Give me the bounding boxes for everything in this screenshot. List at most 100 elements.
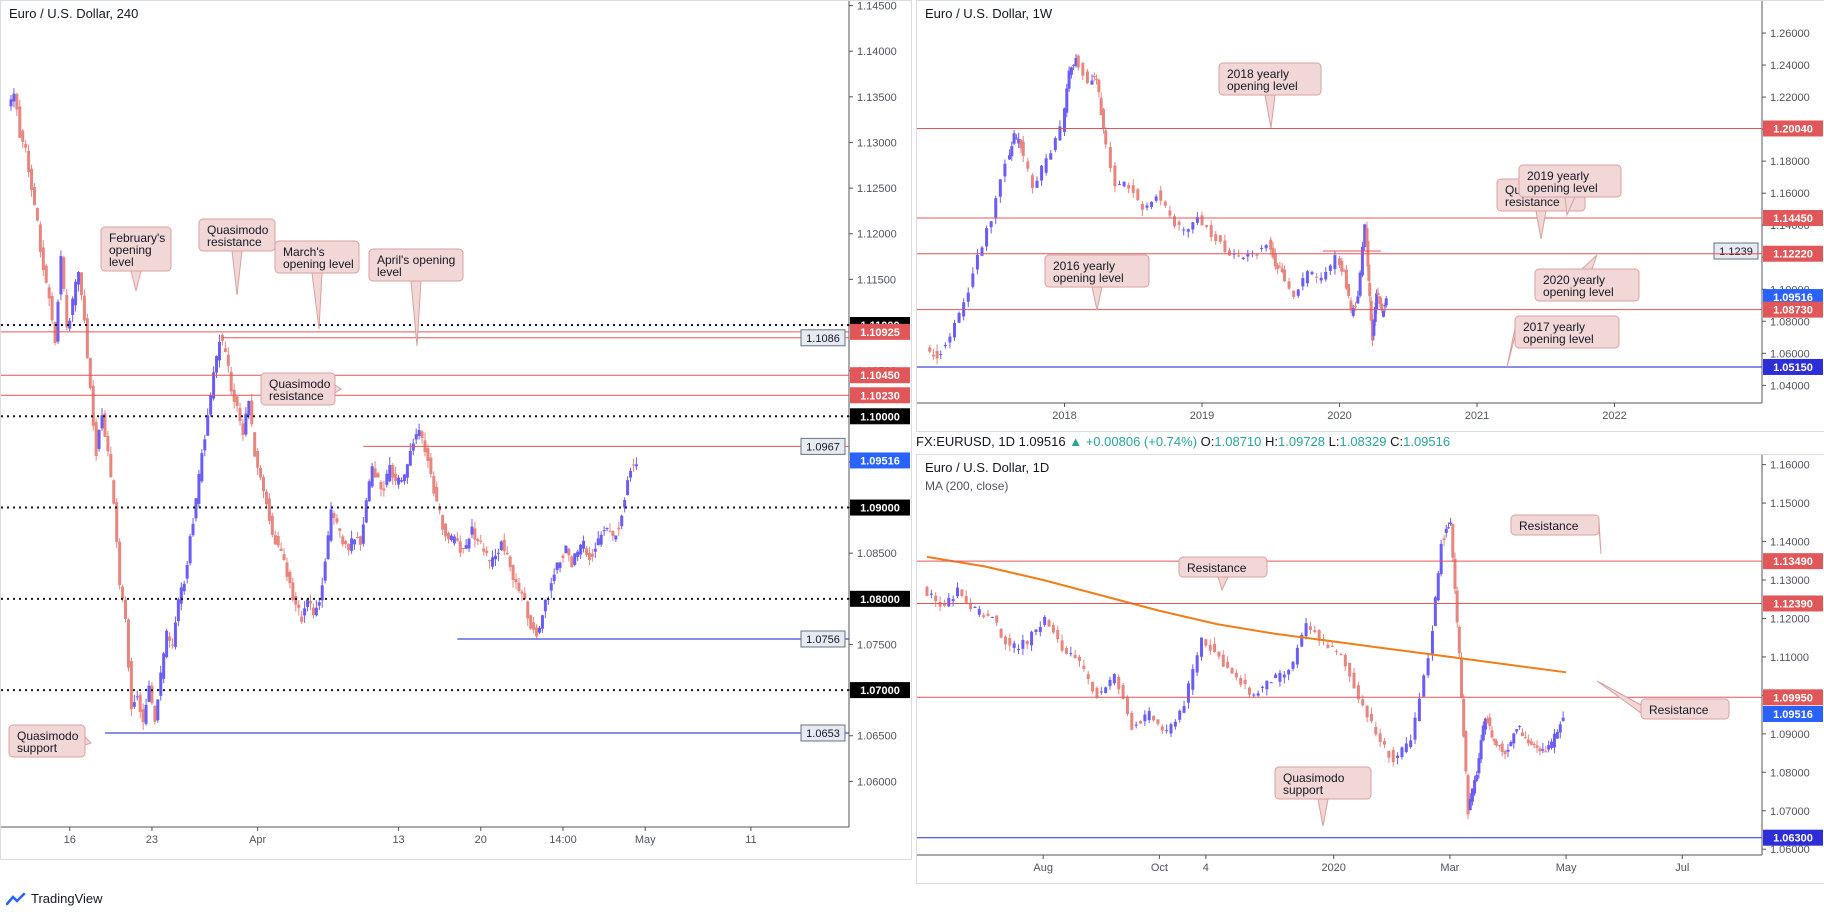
h4-candle-body: [144, 704, 148, 724]
weekly-candle-body: [1154, 196, 1158, 201]
daily-y-tick-label: 1.15000: [1770, 498, 1810, 510]
weekly-candle-body: [1209, 225, 1213, 238]
weekly-candle-body: [1159, 190, 1163, 201]
weekly-candle-body: [1319, 277, 1323, 281]
weekly-candle-body: [1101, 109, 1105, 129]
h4-candle-body: [402, 474, 406, 482]
daily-candle-body: [1335, 651, 1339, 653]
daily-candle-body: [1304, 623, 1308, 637]
h4-price-label: 1.10450: [860, 370, 900, 382]
weekly-candle-body: [1017, 139, 1021, 144]
close-value: 1.09516: [1403, 434, 1451, 449]
weekly-y-tick-label: 1.22000: [1770, 92, 1810, 104]
weekly-candle-body: [1356, 296, 1360, 304]
daily-candle-body: [929, 593, 933, 595]
h4-candle-body: [156, 699, 160, 721]
h4-x-tick-label: 13: [392, 834, 404, 846]
weekly-candle-body: [1195, 217, 1199, 223]
daily-candle-body: [1221, 654, 1225, 667]
daily-price-label: 1.12390: [1773, 598, 1813, 610]
h4-candle-body: [444, 523, 448, 537]
weekly-candle-body: [1067, 70, 1071, 89]
daily-candle-body: [1134, 724, 1138, 726]
daily-candle-body: [1200, 637, 1204, 657]
h4-candle-body: [629, 470, 633, 478]
daily-candle-body: [1012, 643, 1016, 648]
h4-callout-pointer: [311, 272, 323, 330]
weekly-candle-body: [1040, 165, 1044, 181]
h4-candle-body: [499, 541, 503, 551]
weekly-candle-body: [1140, 203, 1144, 210]
h4-candle-body: [508, 556, 512, 568]
h4-candle-body: [540, 615, 544, 629]
daily-candle-body: [1550, 741, 1554, 748]
h4-candle-body: [226, 354, 230, 367]
h4-candle-body: [153, 705, 157, 722]
h4-candle-body: [593, 548, 597, 552]
daily-candle-body: [1182, 706, 1186, 713]
h4-candle-body: [564, 545, 568, 554]
daily-candle-body: [1391, 750, 1395, 763]
h4-candle-body: [18, 106, 22, 138]
last-price: 1.09516: [1018, 434, 1066, 449]
weekly-chart-panel[interactable]: 1.260001.240001.220001.200001.180001.160…: [916, 0, 1824, 432]
daily-candle-body: [1095, 687, 1099, 698]
daily-candle-body: [1512, 733, 1516, 744]
h4-x-tick-label: 20: [475, 834, 487, 846]
weekly-y-tick-label: 1.08000: [1770, 316, 1810, 328]
weekly-candle-body: [1108, 147, 1112, 169]
daily-candle-body: [1490, 730, 1494, 738]
h4-callout-pointer: [334, 384, 342, 394]
weekly-callout-text: 2020 yearly: [1543, 273, 1605, 287]
tradingview-footer[interactable]: TradingView: [6, 891, 103, 906]
weekly-candle-body: [1344, 269, 1348, 289]
daily-price-label: 1.09950: [1773, 692, 1813, 704]
daily-candle-body: [1156, 719, 1160, 724]
ma-indicator-label[interactable]: MA (200, close): [925, 479, 1009, 493]
daily-candle-body: [1455, 590, 1459, 623]
daily-candle-body: [1125, 697, 1129, 714]
h4-price-label: 1.0756: [806, 634, 840, 646]
h4-candle-body: [429, 457, 433, 475]
symbol-name[interactable]: FX:EURUSD, 1D: [916, 434, 1015, 449]
daily-candle-body: [1470, 788, 1474, 802]
daily-candle-body: [1466, 775, 1470, 815]
h4-callout-text: opening: [109, 243, 152, 257]
daily-chart-panel[interactable]: 1.16000 1.15000 1.14000 1.13000 1.12000 1.110…: [916, 454, 1824, 884]
h4-candle-body: [121, 586, 125, 599]
daily-callout: Resistance: [1178, 556, 1268, 592]
h4-candle-body: [109, 453, 113, 478]
daily-candle-body: [1555, 731, 1559, 739]
daily-candle-body: [1442, 538, 1446, 541]
weekly-candle-body: [957, 312, 961, 323]
weekly-candle-body: [1278, 266, 1282, 268]
h4-chart-panel[interactable]: 1.14500 1.14000 1.13500 1.13000 1.12500 1.120…: [0, 0, 912, 860]
h4-candle-body: [311, 607, 315, 616]
weekly-price-label: 1.1239: [1719, 246, 1753, 258]
h4-candle-body: [147, 685, 151, 702]
weekly-candles: [928, 54, 1388, 365]
weekly-candle-body: [975, 254, 979, 270]
h4-candle-body: [9, 99, 13, 107]
weekly-price-axis: [1762, 1, 1824, 403]
weekly-candle-body: [1058, 126, 1062, 141]
h4-candle-body: [473, 528, 477, 540]
daily-candle-body: [1178, 710, 1182, 720]
daily-chart-svg[interactable]: 1.16000 1.15000 1.14000 1.13000 1.12000 1.110…: [917, 455, 1824, 883]
ma200-line: [926, 555, 1567, 674]
weekly-chart-svg[interactable]: 1.260001.240001.220001.200001.180001.160…: [917, 1, 1824, 431]
weekly-y-tick-label: 1.16000: [1770, 188, 1810, 200]
h4-candle-body: [27, 150, 31, 173]
h4-candle-body: [535, 627, 539, 637]
weekly-candle-body: [1301, 278, 1305, 287]
h4-candle-body: [634, 464, 638, 467]
h4-candle-body: [379, 481, 383, 490]
daily-candle-body: [1521, 732, 1525, 737]
h4-candle-body: [338, 528, 342, 531]
weekly-candle-body: [1081, 63, 1085, 76]
h4-chart-svg[interactable]: 1.14500 1.14000 1.13500 1.13000 1.12500 1.120…: [1, 1, 911, 859]
daily-candle-body: [1256, 693, 1260, 696]
h4-candle-body: [141, 709, 145, 723]
h4-price-label-box: [800, 630, 846, 648]
